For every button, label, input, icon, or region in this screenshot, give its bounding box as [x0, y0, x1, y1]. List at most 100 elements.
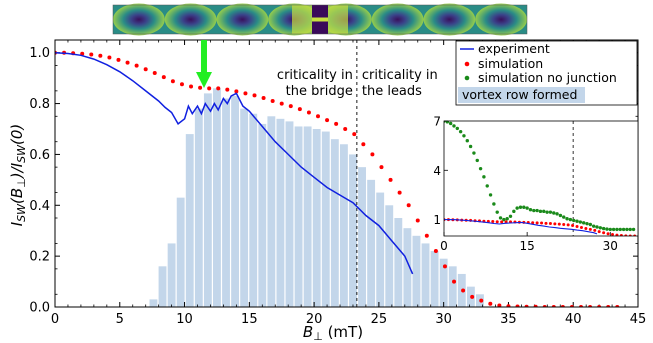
y-tick-label: 0.0: [29, 301, 50, 316]
x-tick-label: 5: [116, 312, 124, 327]
legend: experiment simulation simulation no junc…: [455, 40, 638, 106]
inset-no-junction-point: [495, 210, 499, 214]
transition-arrow: [195, 40, 212, 88]
inset-no-junction-point: [572, 218, 576, 223]
simulation-point: [234, 89, 239, 94]
inset-no-junction-point: [525, 206, 529, 210]
vortex-bar: [430, 251, 439, 307]
vortex-bar: [222, 98, 230, 307]
y-tick-label: 0.8: [29, 97, 50, 112]
simulation-point: [306, 110, 311, 115]
vortex-bar: [349, 154, 357, 307]
simulation-point: [179, 82, 184, 87]
simulation-point: [116, 57, 121, 62]
vortex-bar: [385, 205, 394, 307]
inset-simulation-point: [579, 225, 583, 229]
inset-no-junction-point: [608, 227, 612, 232]
legend-simulation-swatch: [464, 61, 470, 67]
simulation-point: [89, 52, 94, 57]
simulation-point: [98, 53, 103, 58]
simulation-point: [125, 60, 130, 65]
inset-no-junction-point: [458, 129, 463, 134]
inset-no-junction-point: [518, 205, 523, 209]
legend-vortex-row: vortex row formed: [462, 87, 577, 102]
legend-simulation: simulation: [478, 56, 543, 71]
vortex-core: [113, 3, 165, 36]
simulation-point: [406, 203, 411, 208]
inset-no-junction-point: [542, 209, 546, 214]
inset-no-junction-point: [562, 215, 566, 219]
inset-no-junction-point: [512, 209, 516, 214]
inset-simulation-point: [624, 234, 628, 236]
inset-no-junction-point: [528, 208, 533, 212]
inset-no-junction-point: [552, 211, 556, 215]
vortex-bar: [321, 131, 330, 307]
simulation-point: [506, 304, 511, 307]
simulation-point: [207, 86, 212, 91]
inset-no-junction-point: [448, 121, 453, 126]
inset-x-tick-label: 15: [520, 239, 535, 253]
vortex-bar: [376, 192, 385, 307]
inset-no-junction-point: [508, 214, 513, 218]
inset-simulation-point: [611, 233, 615, 236]
inset-simulation-point: [540, 221, 544, 225]
y-axis-label: ISW(B⊥)/ISW(0): [8, 124, 28, 227]
inset-background: [444, 121, 638, 236]
vortex-bar: [339, 144, 348, 307]
simulation-point: [297, 107, 302, 112]
inset-simulation-point: [491, 220, 495, 224]
annotation-bridge-line2: the bridge: [286, 84, 353, 99]
simulation-point: [352, 132, 357, 137]
vortex-bar: [231, 95, 240, 307]
simulation-point: [479, 298, 484, 303]
simulation-point: [370, 152, 375, 157]
inset-simulation-point: [544, 221, 548, 225]
inset-no-junction-point: [492, 202, 496, 206]
annotation-leads-line1: criticality in: [362, 68, 438, 83]
inset-no-junction-point: [621, 227, 626, 232]
vortex-bar: [294, 126, 303, 307]
inset-no-junction-point: [478, 166, 483, 171]
inset-no-junction-point: [444, 121, 446, 123]
vortex-bar: [258, 123, 267, 307]
inset-plot: 0 15 30 1 4 7: [433, 115, 639, 253]
inset-simulation-point: [619, 234, 623, 236]
inset-no-junction-point: [462, 134, 466, 138]
inset-no-junction-point: [558, 213, 563, 218]
inset-simulation-point: [531, 221, 535, 225]
vortex-bar: [439, 258, 448, 307]
inset-no-junction-point: [445, 121, 450, 124]
legend-vortex-swatch: [458, 87, 585, 103]
vortex-bar: [267, 116, 276, 307]
inset-no-junction-point: [482, 175, 486, 179]
inset-no-junction-point: [488, 193, 493, 197]
vortex-bar: [403, 228, 412, 307]
x-tick-label: 15: [241, 312, 258, 327]
inset-x-tick-label: 30: [603, 239, 618, 253]
inset-y-tick-label: 4: [433, 164, 441, 178]
x-axis-label: B⊥ (mT): [303, 323, 363, 343]
inset-no-junction-point: [598, 226, 603, 230]
legend-experiment: experiment: [478, 41, 550, 56]
simulation-point: [397, 190, 402, 195]
inset-x-tick-label: 0: [440, 239, 448, 253]
inset-no-junction-point: [505, 217, 509, 221]
y-tick-label: 0.6: [29, 148, 50, 163]
junction-bridge: [312, 17, 328, 22]
vortex-bar: [185, 134, 194, 307]
simulation-point: [379, 165, 384, 170]
simulation-point: [161, 75, 166, 80]
x-tick-label: 20: [306, 312, 323, 327]
simulation-point: [470, 294, 475, 299]
simulation-point: [243, 91, 248, 96]
inset-no-junction-point: [452, 124, 456, 128]
vortex-core: [371, 3, 424, 36]
inset-no-junction-point: [595, 225, 599, 229]
vortex-bar: [448, 266, 457, 307]
simulation-point: [343, 127, 348, 131]
vortex-bar: [213, 88, 221, 307]
inset-simulation-point: [584, 226, 588, 230]
inset-simulation-point: [495, 220, 499, 224]
legend-no-junction-swatch: [464, 75, 470, 81]
simulation-point: [524, 304, 529, 307]
